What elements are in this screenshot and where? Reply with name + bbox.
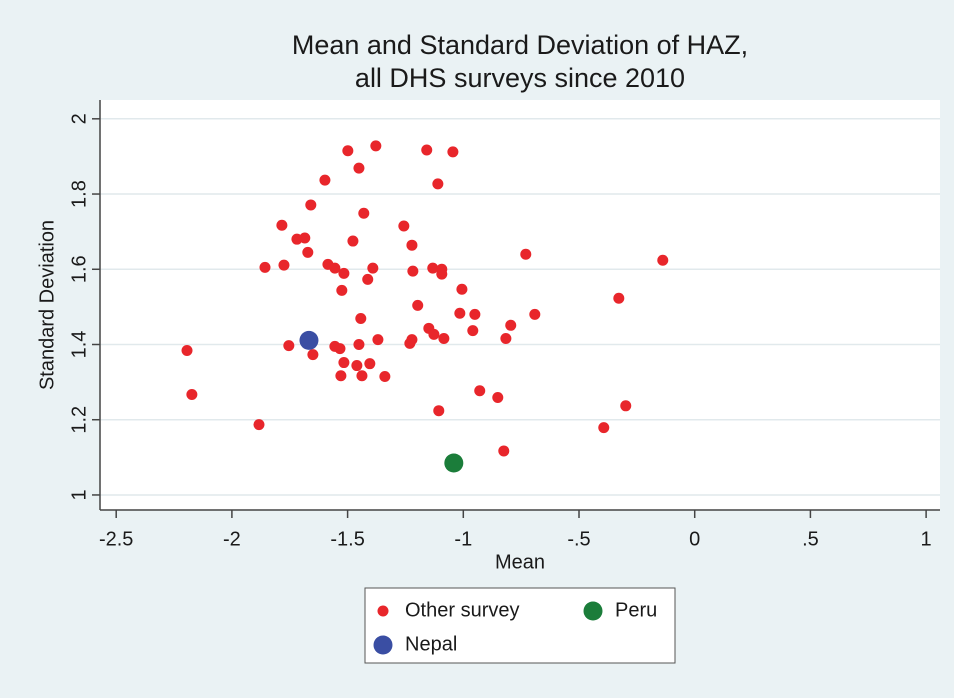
y-tick-label: 2 <box>68 113 90 124</box>
point <box>299 330 319 350</box>
y-tick-label: 1 <box>68 489 90 500</box>
point <box>364 358 376 370</box>
point <box>657 254 669 266</box>
point <box>355 313 367 325</box>
y-tick-label: 1.8 <box>68 180 90 208</box>
point <box>276 219 288 231</box>
x-tick-label: 1 <box>921 528 932 550</box>
x-tick-label: -.5 <box>567 528 590 550</box>
point <box>433 405 445 417</box>
chart-title: Mean and Standard Deviation of HAZ, <box>292 30 748 60</box>
x-tick-label: -1 <box>454 528 472 550</box>
point <box>351 360 363 372</box>
point <box>305 199 317 211</box>
x-tick-label: -2 <box>223 528 241 550</box>
point <box>299 232 311 244</box>
point <box>427 262 439 274</box>
point <box>469 308 481 320</box>
point <box>319 174 331 186</box>
point <box>353 338 365 350</box>
point <box>505 319 517 331</box>
x-tick-label: -2.5 <box>99 528 133 550</box>
point <box>598 422 610 434</box>
point <box>428 328 440 340</box>
point <box>406 239 418 251</box>
point <box>444 453 464 473</box>
point <box>338 267 350 279</box>
point <box>498 445 510 457</box>
point <box>259 261 271 273</box>
legend-label: Other survey <box>405 599 519 621</box>
legend-marker <box>373 635 393 655</box>
point <box>407 265 419 277</box>
point <box>353 162 365 174</box>
point <box>529 308 541 320</box>
point <box>421 144 433 156</box>
point <box>620 400 632 412</box>
legend-label: Nepal <box>405 633 457 655</box>
point <box>358 207 370 219</box>
point <box>474 385 486 397</box>
point <box>362 273 374 285</box>
point <box>447 146 459 158</box>
point <box>398 220 410 232</box>
point <box>406 334 418 346</box>
point <box>492 392 504 404</box>
point <box>438 332 450 344</box>
legend <box>364 587 676 664</box>
point <box>520 248 532 260</box>
point <box>500 332 512 344</box>
x-axis-label: Mean <box>495 551 545 573</box>
point <box>338 357 350 369</box>
point <box>342 145 354 157</box>
y-tick-label: 1.2 <box>68 406 90 434</box>
legend-marker <box>377 605 389 617</box>
point <box>436 263 448 275</box>
point <box>467 325 479 337</box>
point <box>347 235 359 247</box>
y-tick-label: 1.6 <box>68 255 90 283</box>
x-tick-label: 0 <box>689 528 700 550</box>
point <box>613 292 625 304</box>
point <box>432 178 444 190</box>
y-axis-label: Standard Deviation <box>36 220 58 390</box>
y-tick-label: 1.4 <box>68 331 90 359</box>
point <box>372 334 384 346</box>
point <box>412 299 424 311</box>
point <box>456 283 468 295</box>
legend-marker <box>583 601 603 621</box>
legend-label: Peru <box>615 599 657 621</box>
point <box>454 307 466 319</box>
point <box>379 370 391 382</box>
x-tick-label: -1.5 <box>330 528 364 550</box>
point <box>335 370 347 382</box>
point <box>302 246 314 258</box>
point <box>253 419 265 431</box>
chart-title: all DHS surveys since 2010 <box>355 63 685 93</box>
point <box>367 262 379 274</box>
point <box>278 259 290 271</box>
point <box>181 345 193 357</box>
point <box>336 284 348 296</box>
point <box>370 140 382 152</box>
point <box>334 343 346 355</box>
point <box>283 340 295 352</box>
point <box>186 389 198 401</box>
point <box>329 262 341 274</box>
point <box>356 370 368 382</box>
point <box>307 349 319 361</box>
x-tick-label: .5 <box>802 528 819 550</box>
plot-area <box>100 100 940 510</box>
